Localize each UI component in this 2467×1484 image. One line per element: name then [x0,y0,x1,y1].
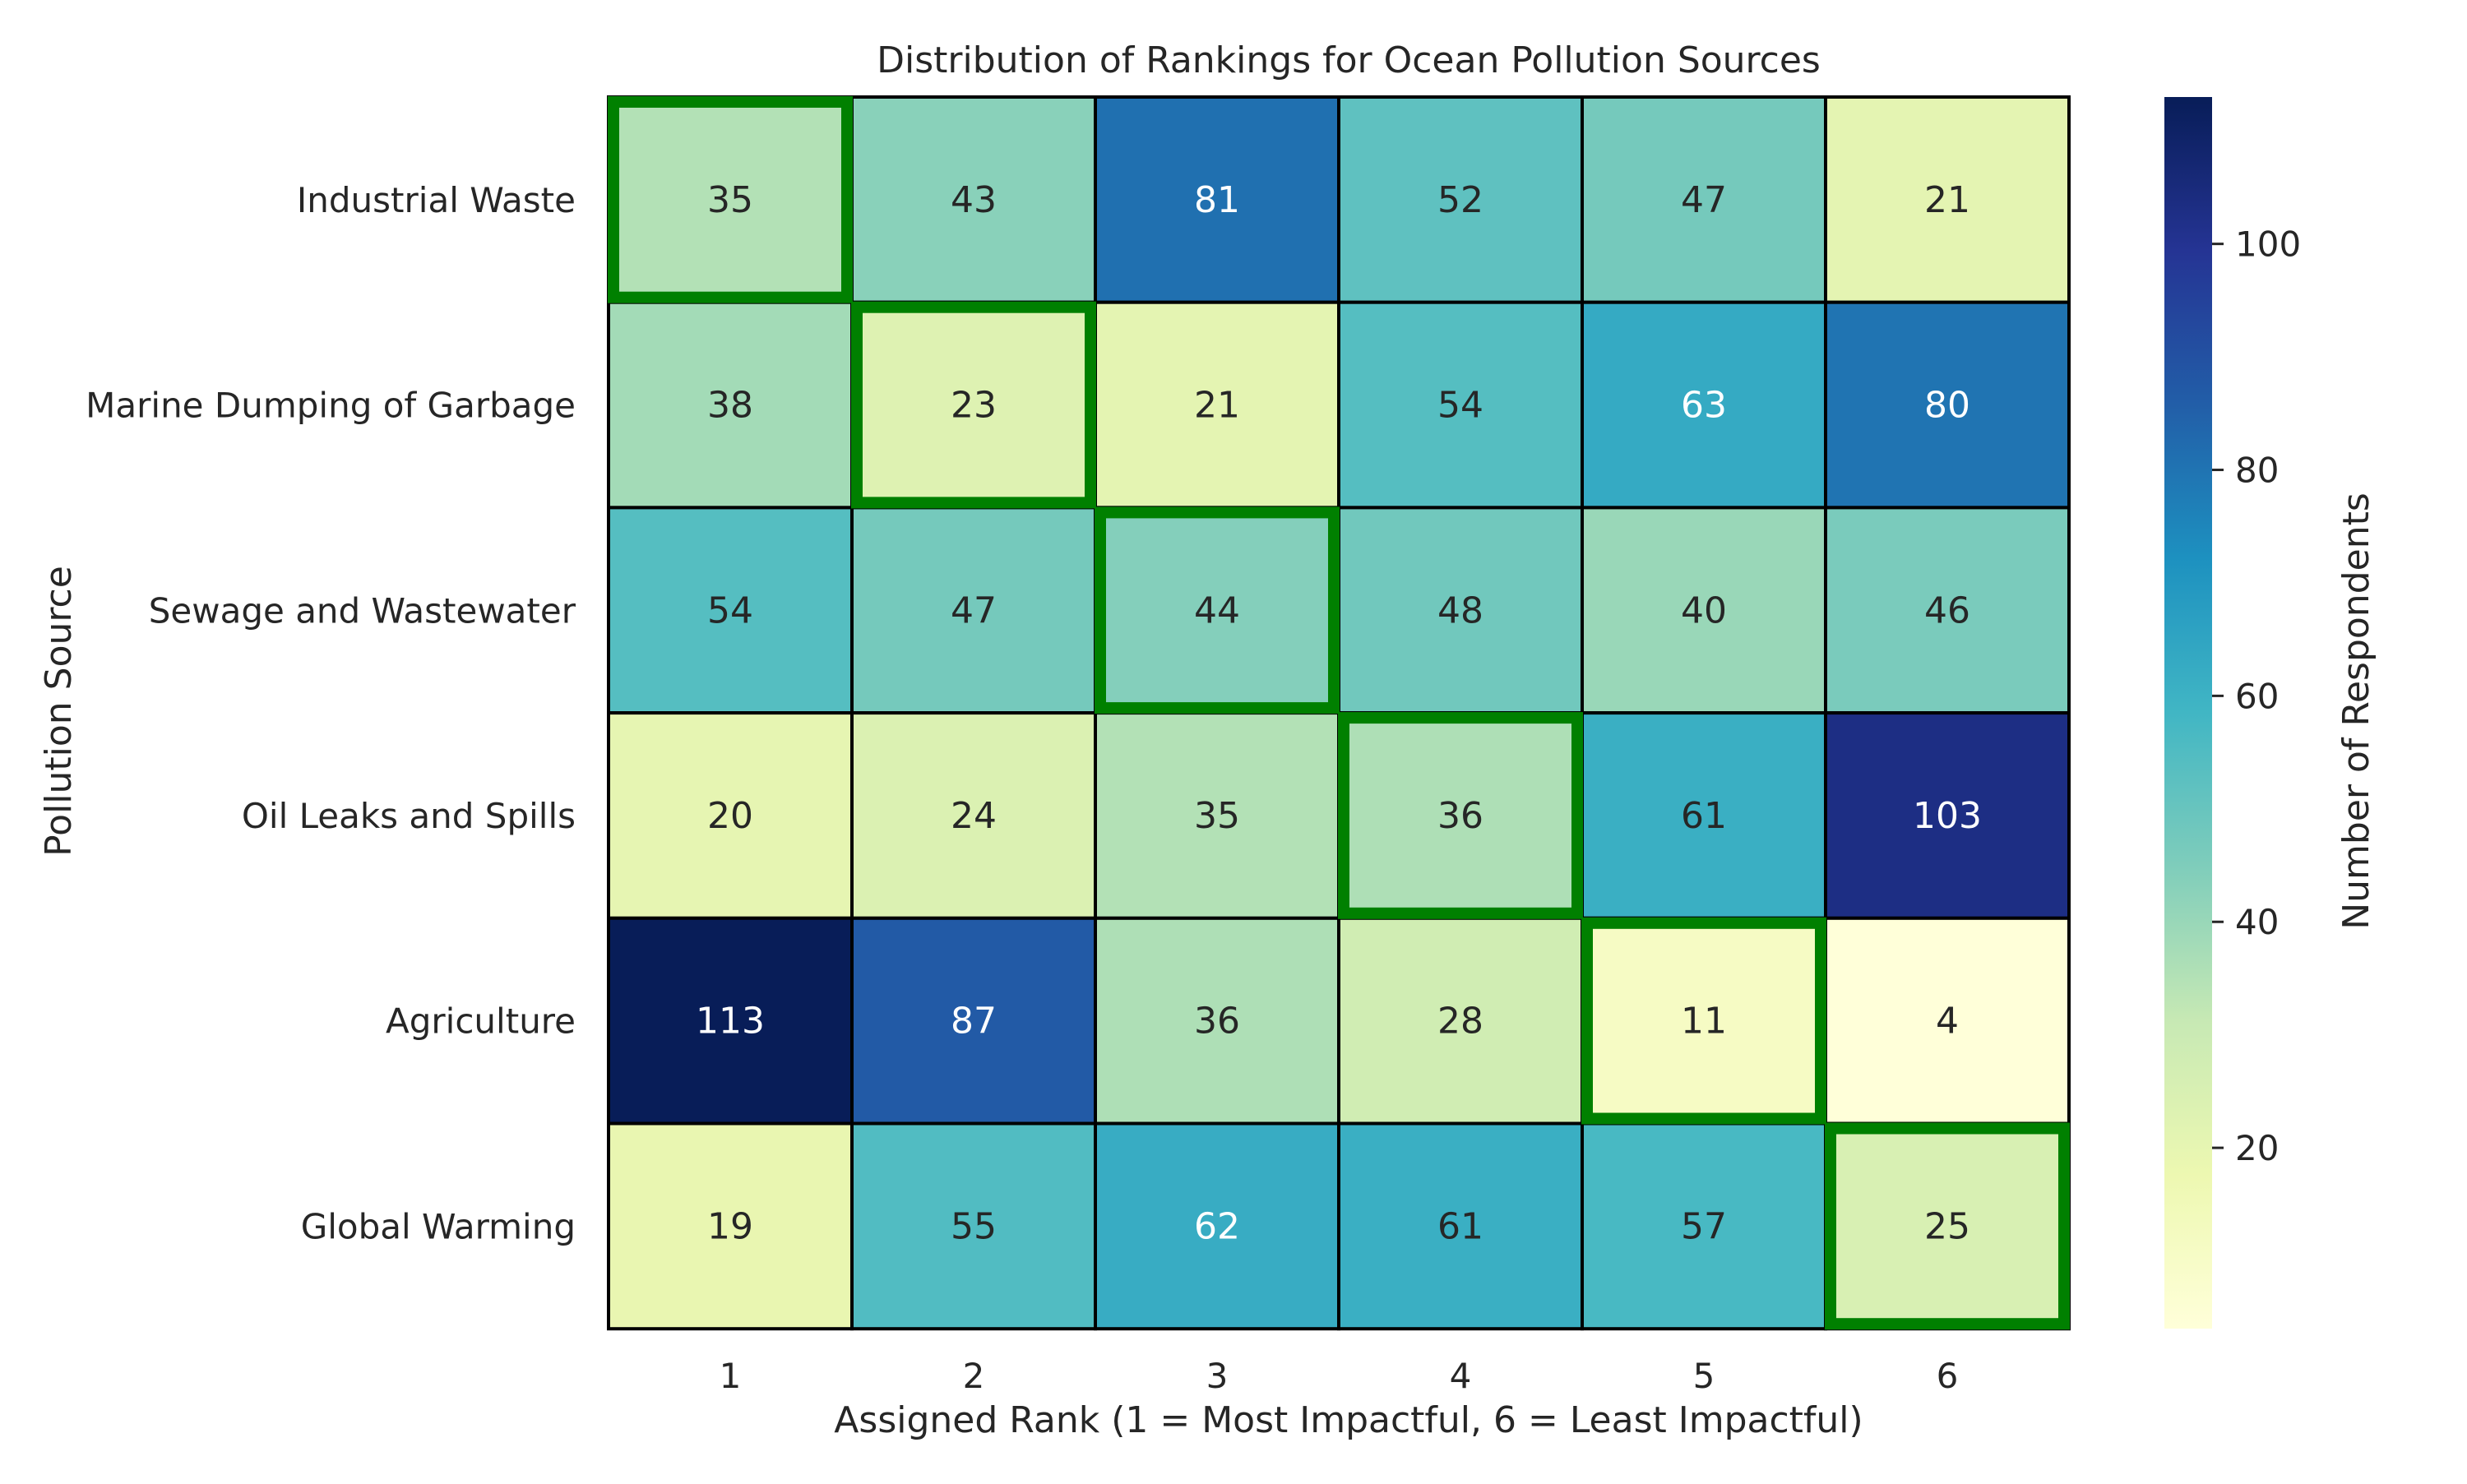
cell-value-label: 61 [1681,795,1727,837]
x-tick-label: 4 [1450,1356,1472,1396]
cell-value-label: 44 [1194,589,1240,631]
y-tick-label: Global Warming [301,1206,576,1246]
colorbar-tick-label: 60 [2235,676,2279,716]
heatmap-cell [850,95,1097,304]
highlight-outline [1581,917,1826,1125]
colorbar [2164,97,2212,1329]
y-tick-label: Sewage and Wastewater [149,590,576,631]
x-tick-labels: 1 2 3 4 5 6 [720,1356,1959,1396]
x-tick-label: 3 [1206,1356,1229,1396]
colorbar-ticks: 20 40 60 80 100 [2212,224,2301,1168]
cell-value-label: 20 [707,795,753,837]
heatmap-cell [1094,1121,1340,1331]
heatmap-cell [607,506,854,715]
x-axis-label: Assigned Rank (1 = Most Impactful, 6 = L… [834,1399,1863,1441]
heatmap-cell [1094,916,1340,1126]
heatmap-cell [1094,711,1340,920]
heatmap-cell [850,506,1097,715]
highlight-outlines [608,96,2070,1330]
cell-value-label: 113 [696,1001,765,1042]
cell-value-label: 28 [1437,1001,1483,1042]
highlight-outline [1338,712,1583,919]
cell-value-label: 63 [1681,385,1727,427]
colorbar-tick-label: 80 [2235,451,2279,491]
cell-value-label: 35 [1194,795,1240,837]
y-tick-label: Oil Leaks and Spills [242,796,576,836]
x-tick-label: 2 [963,1356,985,1396]
cell-value-label: 38 [707,385,753,427]
heatmap-cell [850,300,1097,510]
cell-value-label: 23 [951,385,997,427]
cell-value-label: 47 [1681,179,1727,221]
heatmap-cell [1337,1121,1584,1331]
cell-value-label: 62 [1194,1205,1240,1247]
heatmap-cell [1581,916,1827,1126]
chart-title: Distribution of Rankings for Ocean Pollu… [877,39,1821,81]
cell-value-label: 11 [1681,1001,1727,1042]
heatmap-cells: 35 43 81 52 47 21 38 23 21 54 63 80 54 47 44 48 40 46 20 24… [607,95,2071,1331]
cell-value-label: 55 [951,1205,997,1247]
cell-value-label: 21 [1924,179,1970,221]
cell-value-label: 54 [1437,385,1483,427]
cell-value-label: 36 [1194,1001,1240,1042]
cell-value-label: 57 [1681,1205,1727,1247]
heatmap-cell [1824,506,2071,715]
cell-value-label: 36 [1437,795,1483,837]
heatmap-cell [607,711,854,920]
cell-value-label: 24 [951,795,997,837]
heatmap-cell [1824,300,2071,510]
heatmap-cell [850,1121,1097,1331]
y-tick-label: Agriculture [386,1001,576,1042]
cell-value-label: 19 [707,1205,753,1247]
colorbar-tick-label: 40 [2235,902,2279,942]
cell-value-label: 80 [1924,385,1970,427]
cell-value-label: 52 [1437,179,1483,221]
cell-value-label: 40 [1681,589,1727,631]
cell-value-label: 103 [1913,795,1982,837]
highlight-outline [1095,506,1340,714]
cell-value-label: 61 [1437,1205,1483,1247]
cell-value-label: 35 [707,179,753,221]
colorbar-label: Number of Respondents [2335,492,2377,930]
highlight-outline [1825,1122,2070,1330]
cell-value-label: 25 [1924,1205,1970,1247]
colorbar-gradient [2164,97,2212,1329]
cell-value-label: 47 [951,589,997,631]
colorbar-tick-label: 100 [2235,224,2301,265]
cell-value-label: 81 [1194,179,1240,221]
cell-value-label: 54 [707,589,753,631]
highlight-outline [851,301,1096,509]
heatmap-cell [1581,506,1827,715]
y-axis-label: Pollution Source [38,566,80,857]
heatmap-cell [1094,300,1340,510]
x-tick-label: 5 [1693,1356,1715,1396]
x-tick-label: 6 [1937,1356,1959,1396]
cell-value-label: 46 [1924,589,1970,631]
y-tick-label: Marine Dumping of Garbage [86,386,576,426]
x-tick-label: 1 [720,1356,742,1396]
cell-value-label: 48 [1437,589,1483,631]
heatmap-cell [607,95,854,304]
heatmap-cell [1824,711,2071,920]
highlight-outline [608,96,853,303]
heatmap-cell [1337,916,1584,1126]
heatmap-cell [1094,506,1340,715]
cell-value-label: 43 [951,179,997,221]
cell-value-label: 87 [951,1001,997,1042]
y-tick-labels: Industrial Waste Marine Dumping of Garbag… [86,180,576,1246]
colorbar-tick-label: 20 [2235,1128,2279,1168]
cell-value-label: 4 [1936,1001,1959,1042]
cell-value-label: 21 [1194,385,1240,427]
y-tick-label: Industrial Waste [297,180,576,220]
